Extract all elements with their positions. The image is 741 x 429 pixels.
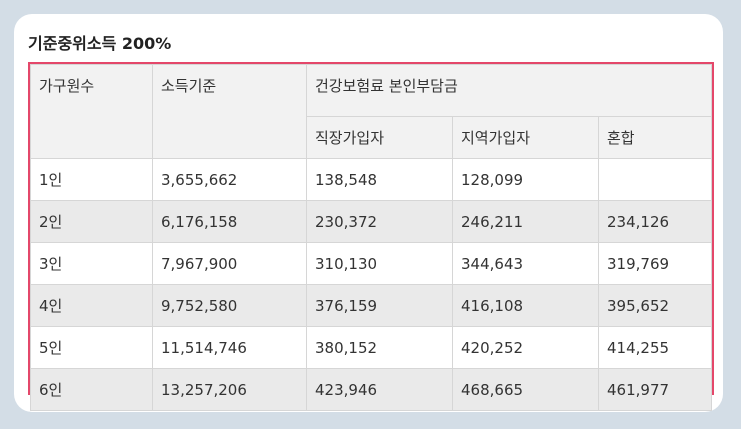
income-table: 가구원수 소득기준 건강보험료 본인부담금 직장가입자 지역가입자 혼합 1인 … xyxy=(30,64,712,411)
content-card: 기준중위소득 200% 가구원수 소득기준 건강보험료 본인부담금 직장가입자 … xyxy=(14,14,723,412)
cell-household: 3인 xyxy=(30,242,153,285)
cell-employee: 310,130 xyxy=(306,242,453,285)
cell-regional: 420,252 xyxy=(452,326,599,369)
cell-income: 3,655,662 xyxy=(152,158,307,201)
table-row: 6인 13,257,206 423,946 468,665 461,977 xyxy=(30,368,712,411)
subheader-row: 직장가입자 지역가입자 혼합 xyxy=(31,116,712,159)
cell-income: 9,752,580 xyxy=(152,284,307,327)
table-row: 1인 3,655,662 138,548 128,099 xyxy=(30,158,712,201)
cell-income: 11,514,746 xyxy=(152,326,307,369)
cell-household: 1인 xyxy=(30,158,153,201)
cell-mixed: 319,769 xyxy=(598,242,712,285)
cell-household: 2인 xyxy=(30,200,153,243)
cell-mixed: 395,652 xyxy=(598,284,712,327)
header-employee: 직장가입자 xyxy=(306,116,453,159)
cell-regional: 416,108 xyxy=(452,284,599,327)
cell-mixed: 414,255 xyxy=(598,326,712,369)
cell-income: 7,967,900 xyxy=(152,242,307,285)
cell-mixed: 461,977 xyxy=(598,368,712,411)
header-row: 가구원수 소득기준 건강보험료 본인부담금 xyxy=(30,64,712,159)
income-table-frame: 가구원수 소득기준 건강보험료 본인부담금 직장가입자 지역가입자 혼합 1인 … xyxy=(28,62,714,411)
cell-regional: 246,211 xyxy=(452,200,599,243)
cell-employee: 380,152 xyxy=(306,326,453,369)
header-income: 소득기준 xyxy=(152,64,307,159)
cell-employee: 376,159 xyxy=(306,284,453,327)
header-premium: 건강보험료 본인부담금 xyxy=(306,64,712,117)
cell-regional: 344,643 xyxy=(452,242,599,285)
cell-income: 13,257,206 xyxy=(152,368,307,411)
cell-household: 6인 xyxy=(30,368,153,411)
cell-employee: 423,946 xyxy=(306,368,453,411)
cell-regional: 128,099 xyxy=(452,158,599,201)
cell-employee: 230,372 xyxy=(306,200,453,243)
cell-income: 6,176,158 xyxy=(152,200,307,243)
cell-household: 4인 xyxy=(30,284,153,327)
table-row: 5인 11,514,746 380,152 420,252 414,255 xyxy=(30,326,712,369)
header-regional: 지역가입자 xyxy=(452,116,599,159)
cell-employee: 138,548 xyxy=(306,158,453,201)
table-row: 3인 7,967,900 310,130 344,643 319,769 xyxy=(30,242,712,285)
table-row: 2인 6,176,158 230,372 246,211 234,126 xyxy=(30,200,712,243)
table-row: 4인 9,752,580 376,159 416,108 395,652 xyxy=(30,284,712,327)
cell-mixed: 234,126 xyxy=(598,200,712,243)
table-title: 기준중위소득 200% xyxy=(28,34,172,53)
header-mixed: 혼합 xyxy=(598,116,712,159)
cell-household: 5인 xyxy=(30,326,153,369)
cell-regional: 468,665 xyxy=(452,368,599,411)
cell-mixed xyxy=(598,158,712,201)
header-household: 가구원수 xyxy=(30,64,153,159)
